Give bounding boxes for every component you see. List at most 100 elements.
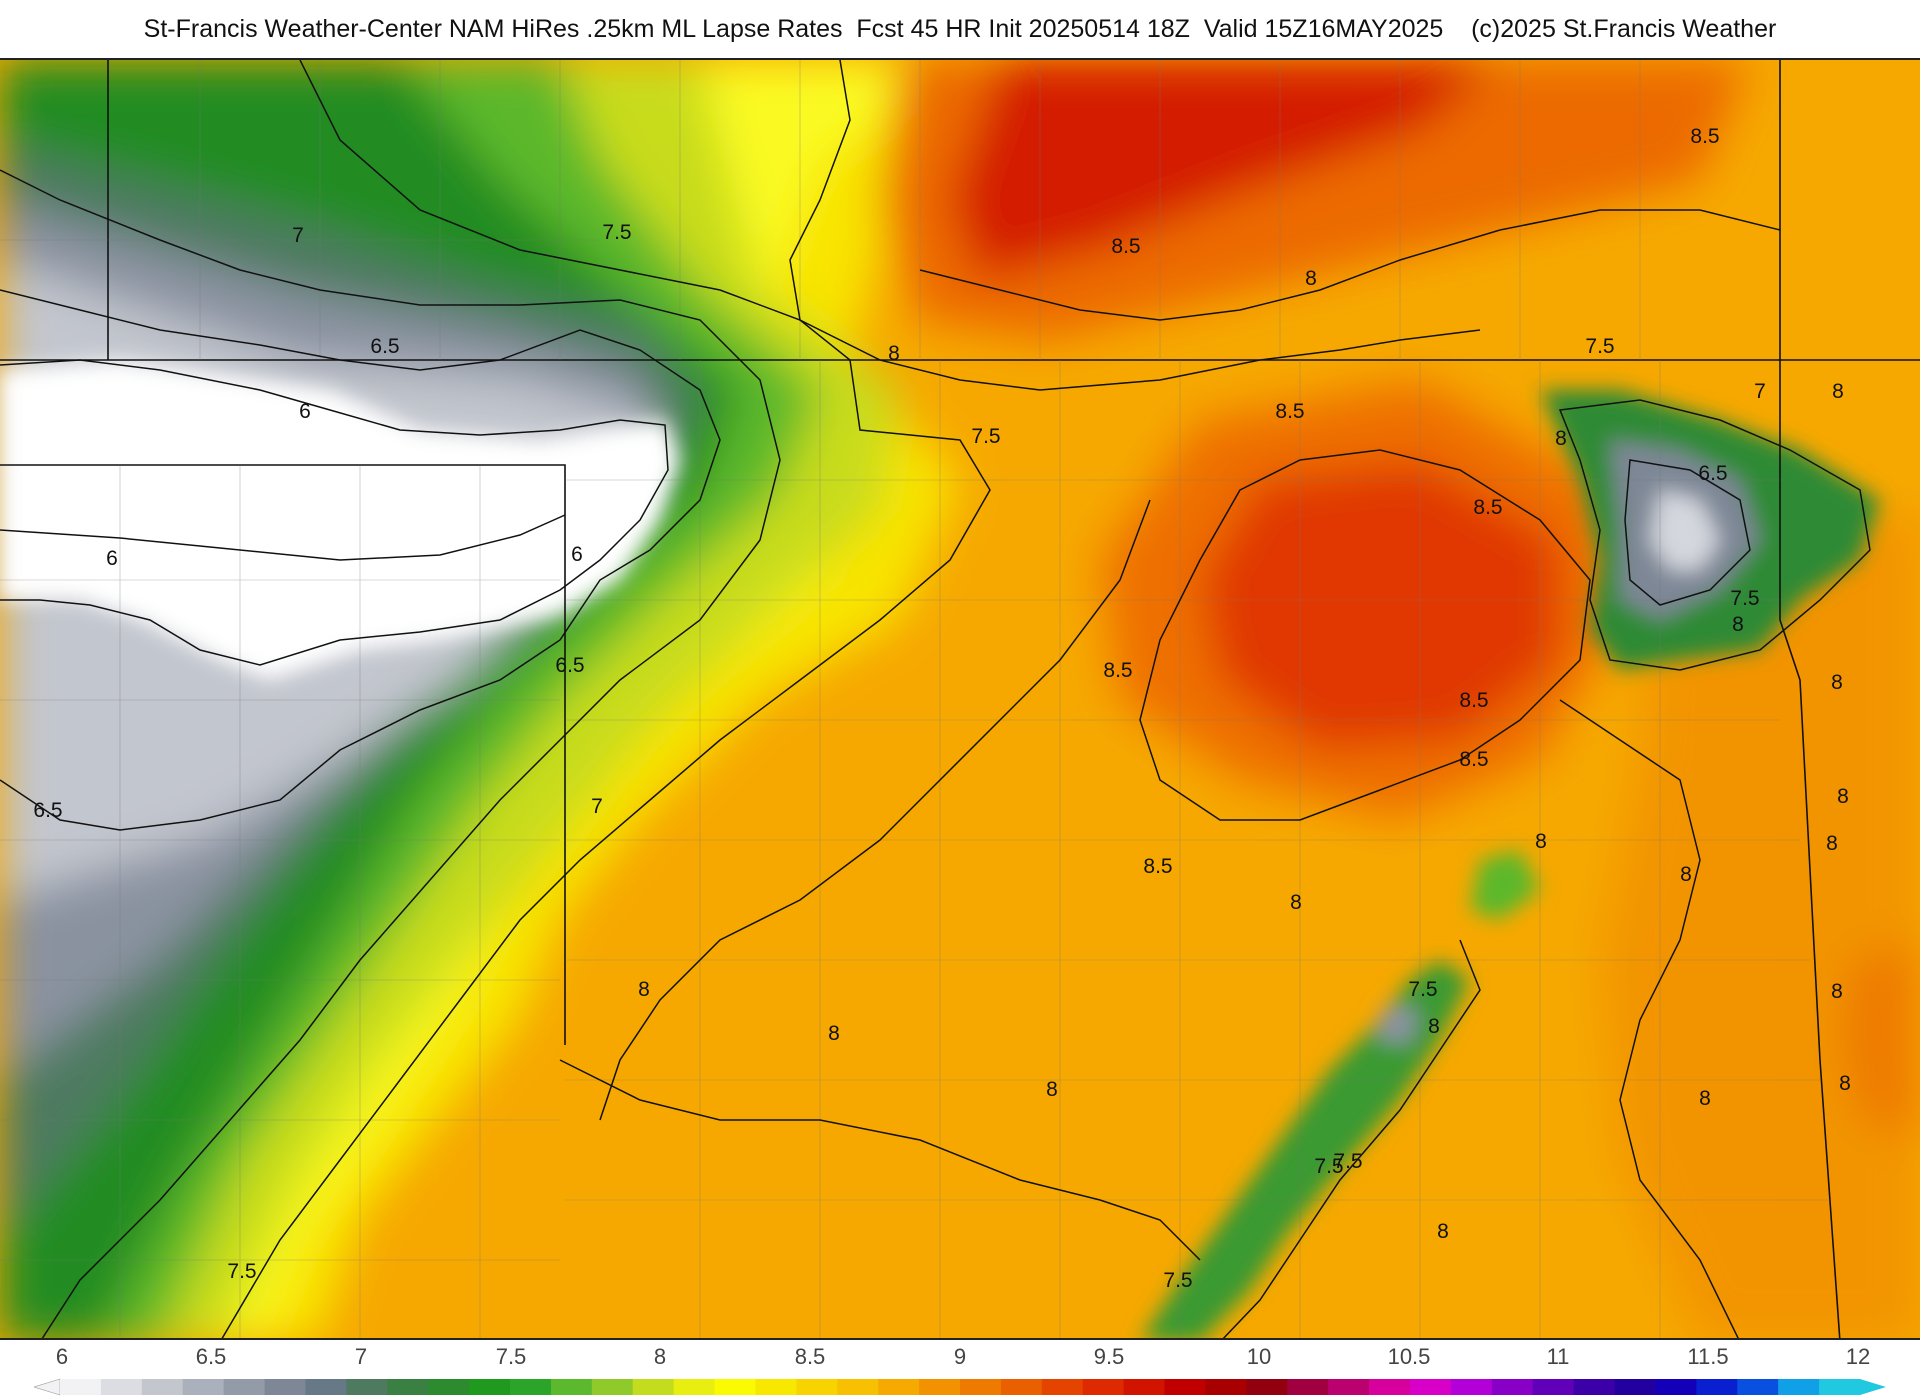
contour-label: 7.5 xyxy=(227,1260,256,1283)
contour-label: 8 xyxy=(1680,863,1692,886)
contour-label: 8 xyxy=(888,342,900,365)
colorbar-segment xyxy=(632,1379,675,1395)
colorbar-tick: 10 xyxy=(1246,1344,1272,1369)
contour-label: 8 xyxy=(1732,613,1744,636)
colorbar-segment xyxy=(1246,1379,1288,1395)
colorbar-tick: 7 xyxy=(354,1344,368,1369)
contour-label: 8.5 xyxy=(1459,748,1488,771)
colorbar-segment xyxy=(1819,1379,1861,1395)
map-title: St-Francis Weather-Center NAM HiRes .25k… xyxy=(143,14,1777,43)
field-lightgray-ne xyxy=(1650,490,1720,570)
colorbar-tick: 11.5 xyxy=(1687,1344,1729,1369)
colorbar-segment xyxy=(346,1379,388,1395)
county-line-1 xyxy=(0,239,600,1261)
contour-label: 6.5 xyxy=(33,799,62,822)
contour-8-west xyxy=(789,60,1481,391)
contour-label: 6 xyxy=(106,547,118,570)
county-line-3 xyxy=(699,360,1661,1338)
contour-label: 8 xyxy=(828,1022,840,1045)
colorbar-segment xyxy=(1778,1379,1820,1395)
colorbar-segment xyxy=(1410,1379,1452,1395)
field-green-blob-east xyxy=(1470,850,1540,920)
colorbar-arrow-high xyxy=(1860,1379,1886,1395)
contour-label: 7.5 xyxy=(1585,335,1614,358)
contour-label: 7.5 xyxy=(1730,587,1759,610)
colorbar-tick: 7.5 xyxy=(495,1344,527,1369)
colorbar-segment xyxy=(100,1379,143,1395)
contour-label: 8.5 xyxy=(1103,659,1132,682)
contour-8-5-central xyxy=(1139,449,1591,821)
contour-label: 8 xyxy=(1535,830,1547,853)
colorbar-segment xyxy=(919,1379,961,1395)
contour-label: 8.5 xyxy=(1690,125,1719,148)
contour-label: 8 xyxy=(1837,785,1849,808)
contour-label: 8 xyxy=(638,978,650,1001)
colorbar-tick: 10.5 xyxy=(1387,1344,1431,1369)
contour-label: 8 xyxy=(1831,671,1843,694)
contour-label: 6.5 xyxy=(555,654,584,677)
colorbar-segment xyxy=(305,1379,347,1395)
contour-label: 6 xyxy=(571,543,583,566)
colorbar-segment xyxy=(1450,1379,1493,1395)
contour-label: 8.5 xyxy=(1143,855,1172,878)
contour-6-5 xyxy=(0,289,721,831)
contour-label: 7.5 xyxy=(1333,1150,1362,1173)
colorbar-segment xyxy=(510,1379,552,1395)
contour-label: 8.5 xyxy=(1473,496,1502,519)
lapse-rate-map: 7 7.5 6.5 6 6 6 6.5 7 6.5 7.5 8 7.5 8.5 … xyxy=(0,58,1920,1340)
field-green-band-south xyxy=(1142,960,1470,1338)
contour-label: 7 xyxy=(292,224,304,247)
contour-8-central xyxy=(599,499,1151,1121)
colorbar-scale xyxy=(34,1378,1886,1396)
contour-8-east xyxy=(1559,699,1739,1338)
colorbar-segment xyxy=(1205,1379,1247,1395)
colorbar-arrow-low xyxy=(34,1378,61,1396)
colorbar-segment xyxy=(1369,1379,1411,1395)
colorbar-segment xyxy=(796,1379,838,1395)
colorbar-segment xyxy=(1328,1379,1370,1395)
state-border-4 xyxy=(1779,60,1841,1338)
county-lines xyxy=(0,60,1830,1338)
contour-label: 8 xyxy=(1305,267,1317,290)
contour-7-5-band xyxy=(1222,939,1481,1338)
colorbar-segment xyxy=(837,1379,879,1395)
colorbar-segment xyxy=(673,1379,716,1395)
contour-label: 7.5 xyxy=(1314,1155,1343,1178)
colorbar-segment xyxy=(1737,1379,1779,1395)
contour-label: 8 xyxy=(1290,891,1302,914)
colorbar-segment xyxy=(1491,1379,1534,1395)
contour-8-5-north xyxy=(919,209,1781,321)
contour-6-south xyxy=(0,514,566,561)
contour-6-north xyxy=(0,359,669,666)
colorbar-segment xyxy=(141,1379,184,1395)
colorbar-segment xyxy=(714,1379,757,1395)
colorbar-tick: 11 xyxy=(1546,1344,1570,1369)
colorbar-segment xyxy=(264,1379,307,1395)
contour-label: 8 xyxy=(1555,427,1567,450)
colorbar-segments xyxy=(34,1378,1886,1396)
field-red-north xyxy=(950,60,1500,280)
colorbar-segment xyxy=(1041,1379,1084,1395)
colorbar-tick: 12 xyxy=(1845,1344,1871,1369)
colorbar-tick: 9.5 xyxy=(1093,1344,1125,1369)
field-gray-blob-south xyxy=(1375,1005,1420,1045)
colorbar-tick: 8.5 xyxy=(794,1344,826,1369)
colorbar-tick: 8 xyxy=(653,1344,667,1369)
contour-label: 8 xyxy=(1826,832,1838,855)
colorbar-tick: 6 xyxy=(55,1344,69,1369)
contour-label: 8 xyxy=(1428,1015,1440,1038)
contour-label: 7 xyxy=(1754,380,1766,403)
contour-label: 8 xyxy=(1831,980,1843,1003)
colorbar-segment xyxy=(1164,1379,1207,1395)
contour-7-5 xyxy=(221,60,991,1338)
colorbar-segment xyxy=(428,1379,470,1395)
contour-label: 7.5 xyxy=(602,221,631,244)
colorbar-segment xyxy=(1082,1379,1125,1395)
contour-label: 7.5 xyxy=(1163,1269,1192,1292)
contour-label: 8.5 xyxy=(1459,689,1488,712)
contour-label: 7.5 xyxy=(971,425,1000,448)
colorbar-labels: 6 6.5 7 7.5 8 8.5 9 9.5 10 10.5 11 11.5 … xyxy=(0,1340,1920,1376)
contour-lines xyxy=(0,60,1871,1338)
colorbar: 6 6.5 7 7.5 8 8.5 9 9.5 10 10.5 11 11.5 … xyxy=(0,1340,1920,1400)
contour-7-ne xyxy=(1558,399,1871,671)
